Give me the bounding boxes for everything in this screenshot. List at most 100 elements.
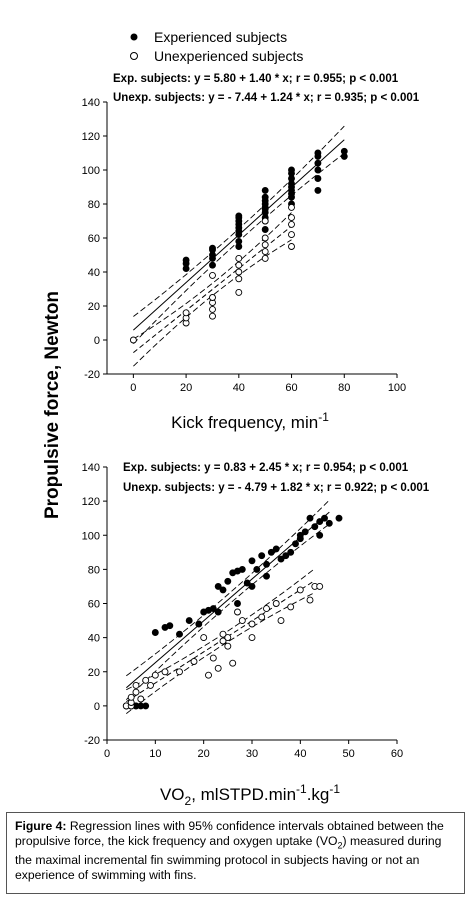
data-point-unexperienced	[238, 617, 246, 625]
data-point-experienced	[314, 159, 322, 167]
data-point-unexperienced	[261, 241, 269, 249]
y-tick-label: 40	[88, 267, 100, 279]
data-point-unexperienced	[176, 668, 183, 676]
data-point-experienced	[261, 226, 269, 233]
data-point-experienced	[301, 528, 309, 536]
data-point-experienced	[151, 629, 159, 636]
data-point-experienced	[288, 166, 295, 174]
data-point-experienced	[234, 600, 241, 607]
data-point-experienced	[176, 630, 183, 638]
data-point-unexperienced	[263, 605, 270, 613]
regression-annotation: Exp. subjects: y = 0.83 + 2.45 * x; r = …	[123, 462, 409, 474]
data-point-unexperienced	[287, 603, 295, 611]
data-point-unexperienced	[214, 664, 222, 672]
data-point-unexperienced	[235, 268, 243, 276]
y-tick-label: 20	[88, 667, 100, 679]
data-point-unexperienced	[277, 617, 285, 625]
x-tick-label: 0	[104, 748, 110, 760]
data-point-experienced	[321, 514, 328, 522]
data-point-unexperienced	[219, 630, 227, 638]
regression-annotation: Unexp. subjects: y = - 7.44 + 1.24 * x; …	[113, 92, 420, 104]
data-point-unexperienced	[288, 243, 295, 250]
x-tick-label: 30	[246, 748, 258, 760]
figure: Experienced subjects Unexperienced subje…	[42, 29, 430, 808]
data-point-experienced	[235, 237, 243, 245]
data-point-unexperienced	[234, 608, 241, 616]
data-point-unexperienced	[205, 671, 212, 679]
legend-marker-experienced	[130, 33, 138, 41]
data-point-unexperienced	[151, 671, 159, 679]
data-point-unexperienced	[209, 305, 216, 313]
data-point-unexperienced	[129, 336, 137, 344]
data-point-experienced	[316, 531, 324, 539]
data-point-unexperienced	[261, 234, 269, 242]
data-point-unexperienced	[288, 214, 295, 222]
data-point-unexperienced	[127, 693, 135, 701]
data-point-experienced	[238, 565, 246, 573]
data-point-unexperienced	[209, 294, 216, 301]
data-point-unexperienced	[235, 261, 243, 269]
chart-vo2: -20 0 20 40 60 80 100 120 140 0 10 20 30 40 50 60 Exp. s…	[82, 462, 430, 808]
y-tick-label: 100	[82, 165, 100, 177]
data-point-unexperienced	[248, 620, 256, 628]
data-point-experienced	[306, 514, 314, 522]
data-point-unexperienced	[235, 254, 243, 262]
data-point-unexperienced	[229, 659, 237, 667]
confidence-band-experienced	[126, 499, 330, 677]
data-point-unexperienced	[261, 217, 269, 225]
data-point-experienced	[314, 186, 322, 194]
data-point-unexperienced	[209, 312, 216, 320]
data-point-unexperienced	[132, 681, 140, 689]
y-tick-label: 40	[88, 633, 100, 645]
legend-label-unexperienced: Unexperienced subjects	[154, 48, 303, 64]
y-tick-label: 140	[82, 462, 100, 474]
y-tick-label: 60	[88, 599, 100, 611]
x-tick-label: 80	[338, 382, 350, 394]
x-tick-label: 50	[343, 748, 355, 760]
data-point-unexperienced	[261, 254, 269, 262]
data-point-unexperienced	[147, 681, 154, 689]
y-tick-label: -20	[84, 369, 100, 381]
y-tick-label: 140	[82, 97, 100, 109]
data-point-unexperienced	[235, 288, 243, 296]
data-point-experienced	[314, 149, 322, 157]
data-point-unexperienced	[316, 582, 324, 590]
data-point-experienced	[214, 608, 222, 616]
data-point-experienced	[209, 261, 216, 269]
x-tick-label: 20	[198, 748, 210, 760]
y-tick-label: 80	[88, 564, 100, 576]
caption-subscript: 2	[337, 840, 343, 851]
y-tick-label: 0	[94, 701, 100, 713]
data-point-unexperienced	[235, 275, 243, 283]
chart-kick-frequency: -20 0 20 40 60 80 100 120 140 0 20 40 60 80 100 Exp. su…	[82, 73, 420, 432]
data-point-unexperienced	[182, 309, 190, 317]
x-axis-label: Kick frequency, min-1	[171, 410, 329, 432]
data-point-experienced	[209, 244, 216, 252]
y-tick-label: 20	[88, 301, 100, 313]
data-point-unexperienced	[288, 203, 295, 211]
data-point-experienced	[261, 193, 269, 201]
data-point-unexperienced	[209, 654, 217, 662]
data-point-experienced	[277, 555, 285, 563]
caption-text-after: ) measured during the maximal incrementa…	[15, 834, 442, 883]
x-tick-label: 40	[233, 382, 245, 394]
y-tick-label: 120	[82, 131, 100, 143]
data-point-experienced	[258, 552, 266, 560]
x-tick-label: 60	[285, 382, 297, 394]
caption-label: Figure 4:	[15, 819, 67, 833]
legend-marker-unexperienced	[130, 52, 138, 60]
caption-text-before: Regression lines with 95% confidence int…	[15, 819, 444, 848]
data-point-experienced	[296, 535, 304, 543]
data-point-experienced	[209, 605, 217, 613]
data-point-experienced	[263, 572, 270, 580]
data-point-experienced	[224, 577, 232, 585]
data-point-unexperienced	[258, 613, 266, 621]
data-point-experienced	[340, 147, 348, 155]
data-point-unexperienced	[288, 231, 295, 239]
data-point-experienced	[314, 166, 322, 174]
x-tick-label: 0	[130, 382, 136, 394]
confidence-band-unexperienced	[126, 592, 316, 714]
data-point-experienced	[243, 579, 251, 587]
y-tick-label: 100	[82, 530, 100, 542]
y-tick-label: 0	[94, 335, 100, 347]
